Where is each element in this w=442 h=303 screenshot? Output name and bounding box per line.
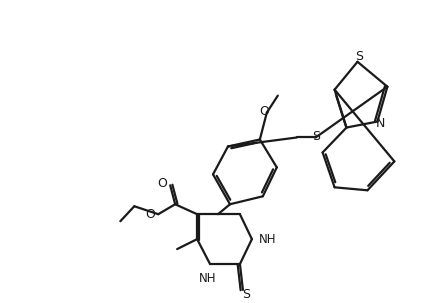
Text: O: O — [145, 208, 155, 221]
Text: S: S — [242, 288, 250, 301]
Text: S: S — [312, 130, 320, 143]
Text: N: N — [376, 117, 385, 130]
Text: NH: NH — [259, 233, 276, 246]
Text: NH: NH — [199, 272, 217, 285]
Text: O: O — [259, 105, 269, 118]
Text: S: S — [355, 50, 363, 63]
Text: O: O — [157, 177, 167, 190]
